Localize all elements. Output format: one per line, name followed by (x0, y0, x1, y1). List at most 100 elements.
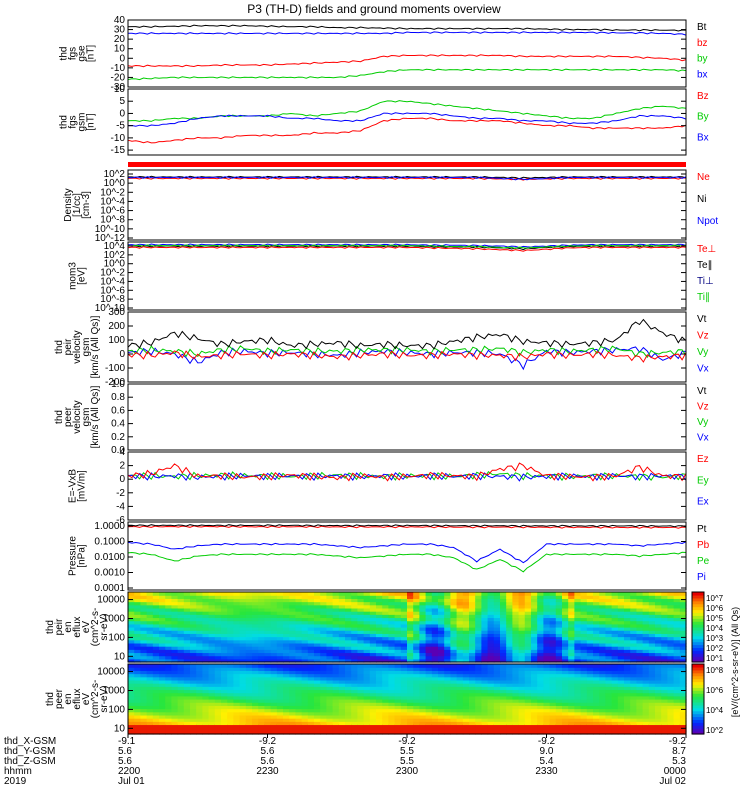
spectrogram-cell (307, 649, 315, 654)
spectrogram-cell (574, 724, 582, 729)
spectrogram-cell (258, 721, 265, 726)
spectrogram-cell (493, 718, 501, 722)
spectrogram-cell (679, 646, 687, 650)
spectrogram-cell (413, 705, 420, 710)
spectrogram-cell (425, 623, 433, 628)
spectrogram-cell (326, 699, 334, 703)
spectrogram-cell (524, 646, 532, 650)
ylabel-line: en (63, 693, 74, 704)
spectrogram-cell (332, 617, 340, 622)
x-axis-row-label: hhmm (4, 766, 32, 777)
spectrogram-cell (196, 614, 203, 619)
spectrogram-cell (307, 695, 315, 700)
spectrogram-cell (518, 676, 526, 681)
spectrogram-cell (636, 646, 644, 650)
spectrogram-cell (264, 604, 272, 609)
spectrogram-cell (351, 708, 358, 713)
spectrogram-cell (642, 655, 650, 660)
spectrogram-cell (655, 664, 662, 668)
spectrogram-cell (555, 670, 563, 675)
ylabel-line: peer (63, 406, 74, 427)
spectrogram-cell (239, 614, 247, 619)
spectrogram-cell (394, 714, 402, 719)
spectrogram-cell (338, 623, 346, 628)
spectrogram-cell (233, 630, 241, 634)
spectrogram-cell (190, 639, 197, 644)
spectrogram-cell (245, 711, 253, 716)
spectrogram-cell (208, 692, 216, 697)
spectrogram-cell (400, 673, 408, 678)
panel-frame (127, 169, 687, 241)
spectrogram-cell (357, 636, 365, 641)
y-tick-label: 0.4 (111, 419, 125, 430)
spectrogram-cell (196, 721, 203, 726)
spectrogram-cell (345, 689, 352, 694)
spectrogram-cell (159, 724, 166, 729)
spectrogram-cell (165, 699, 172, 703)
spectrogram-cell (506, 667, 513, 671)
spectrogram-cell (208, 673, 216, 678)
spectrogram-cell (196, 655, 203, 660)
spectrogram-cell (574, 692, 582, 697)
spectrogram-cell (245, 636, 253, 641)
spectrogram-cell (673, 705, 681, 710)
spectrogram-cell (165, 607, 172, 612)
spectrogram-cell (165, 670, 172, 675)
spectrogram-cell (661, 708, 668, 713)
spectrogram-cell (599, 611, 606, 615)
series-line-Vy (127, 345, 687, 359)
spectrogram-cell (227, 695, 234, 700)
spectrogram-cell (580, 670, 588, 675)
spectrogram-cell (537, 646, 544, 650)
spectrogram-cell (512, 607, 520, 612)
spectrogram-cell (407, 623, 414, 628)
spectrogram-cell (431, 655, 439, 660)
spectrogram-cell (289, 649, 296, 654)
spectrogram-cell (276, 611, 284, 615)
spectrogram-cell (475, 683, 482, 687)
spectrogram-cell (673, 607, 681, 612)
spectrogram-cell (617, 633, 625, 638)
spectrogram-cell (400, 702, 408, 706)
spectrogram-cell (146, 652, 154, 657)
spectrogram-cell (487, 642, 495, 647)
spectrogram-cell (233, 679, 241, 684)
spectrogram-cell (140, 592, 148, 596)
spectrogram-cell (171, 692, 179, 697)
series-line-Vx (127, 346, 687, 371)
spectrogram-cell (171, 649, 179, 654)
spectrogram-cell (295, 604, 303, 609)
spectrogram-cell (400, 727, 408, 732)
spectrogram-cell (152, 658, 160, 663)
spectrogram-cell (283, 718, 290, 722)
spectrogram-cell (400, 636, 408, 641)
spectrogram-cell (661, 652, 668, 657)
spectrogram-cell (183, 617, 191, 622)
spectrogram-cell (630, 655, 637, 660)
spectrogram-cell (128, 607, 135, 612)
spectrogram-cell (549, 639, 557, 644)
legend-entry: Ni (697, 194, 706, 205)
spectrogram-cell (307, 692, 315, 697)
spectrogram-cell (357, 730, 365, 735)
spectrogram-cell (239, 714, 247, 719)
spectrogram-cell (146, 721, 154, 726)
spectrogram-cell (667, 664, 675, 668)
spectrogram-cell (357, 673, 365, 678)
spectrogram-cell (580, 611, 588, 615)
spectrogram-cell (667, 649, 675, 654)
spectrogram-cell (320, 646, 327, 650)
spectrogram-cell (543, 655, 551, 660)
spectrogram-cell (351, 604, 358, 609)
panel-ylabel: thdpeirenefluxeV(cm^2-s-sr-eV) (45, 608, 110, 647)
spectrogram-cell (500, 695, 507, 700)
spectrogram-cell (264, 630, 272, 634)
spectrogram-cell (264, 702, 272, 706)
spectrogram-cell (239, 702, 247, 706)
spectrogram-cell (655, 607, 662, 612)
spectrogram-cell (258, 667, 265, 671)
spectrogram-cell (165, 673, 172, 678)
spectrogram-cell (624, 670, 631, 675)
spectrogram-cell (301, 630, 309, 634)
spectrogram-cell (245, 721, 253, 726)
